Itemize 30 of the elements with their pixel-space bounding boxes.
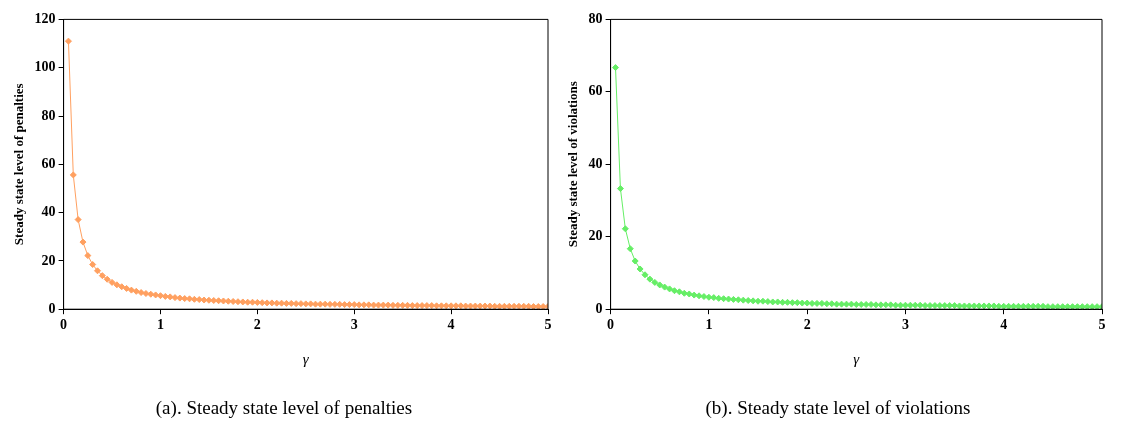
- x-tick-label: 0: [607, 317, 615, 333]
- x-tick-label: 4: [447, 317, 455, 333]
- x-axis-title: γ: [302, 350, 310, 367]
- y-tick-label: 120: [34, 11, 56, 27]
- y-axis-title: Steady state level of penalties: [11, 83, 27, 246]
- y-tick-label: 0: [48, 300, 56, 316]
- text: (a). Steady state level of penalties: [155, 397, 413, 419]
- x-tick-label: 0: [60, 317, 68, 333]
- x-tick-label: 3: [901, 317, 909, 333]
- y-tick-label: 0: [595, 300, 603, 316]
- x-tick-label: 5: [544, 317, 552, 333]
- text: (b). Steady state level of violations: [705, 397, 971, 419]
- y-tick-label: 60: [41, 155, 56, 171]
- x-tick-label: 4: [1000, 317, 1008, 333]
- x-tick-label: 2: [803, 317, 811, 333]
- x-tick-label: 2: [253, 317, 261, 333]
- x-tick-label: 3: [350, 317, 358, 333]
- y-axis-title: Steady state level of violations: [565, 81, 581, 248]
- x-axis-title: γ: [853, 350, 861, 367]
- y-tick-label: 20: [41, 252, 56, 268]
- y-tick-label: 20: [588, 228, 603, 244]
- y-tick-label: 60: [588, 83, 603, 99]
- y-tick-label: 40: [588, 155, 603, 171]
- x-tick-label: 5: [1098, 317, 1106, 333]
- y-tick-label: 100: [34, 59, 56, 75]
- y-tick-label: 80: [41, 107, 56, 123]
- x-tick-label: 1: [705, 317, 713, 333]
- y-tick-label: 40: [41, 204, 56, 220]
- y-tick-label: 80: [588, 11, 603, 27]
- x-tick-label: 1: [156, 317, 164, 333]
